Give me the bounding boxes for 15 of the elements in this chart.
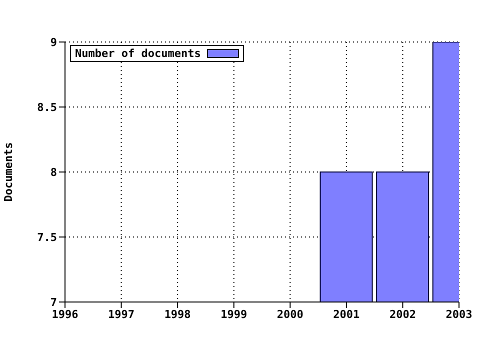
x-tick-label: 2000	[276, 308, 304, 321]
y-axis-title: Documents	[2, 142, 15, 202]
x-tick-label: 1999	[220, 308, 248, 321]
x-tick-label: 1997	[108, 308, 135, 321]
x-tick-label: 1998	[164, 308, 191, 321]
y-tick-label: 7.5	[37, 230, 57, 244]
y-tick-label: 9	[50, 36, 57, 49]
x-tick-label: 2001	[333, 308, 360, 321]
x-tick-label: 2003	[446, 308, 472, 321]
y-tick-label: 8.5	[37, 100, 57, 114]
y-tick-label: 8	[50, 166, 57, 179]
y-tick-label: 7	[50, 296, 57, 309]
x-tick-label: 1996	[52, 308, 79, 321]
legend-label: Number of documents	[75, 47, 201, 60]
x-tick-label: 2002	[389, 308, 416, 321]
